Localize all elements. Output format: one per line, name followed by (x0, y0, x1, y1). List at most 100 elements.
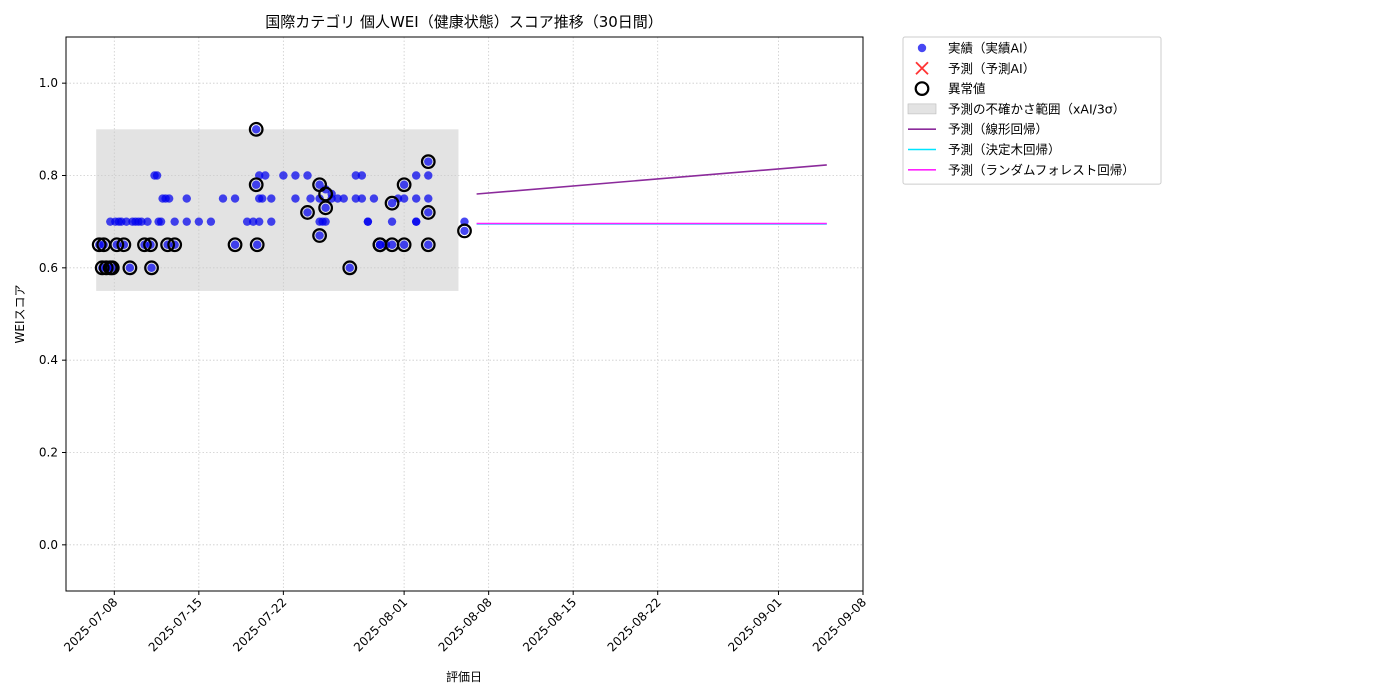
legend-entry-label: 予測（ランダムフォレスト回帰） (948, 162, 1135, 177)
data-point (242, 217, 252, 226)
x-tick-label: 2025-07-15 (146, 595, 205, 654)
legend-entry-label: 実績（実績AI） (948, 41, 1035, 56)
outlier-marker (144, 260, 159, 276)
data-point (460, 226, 469, 236)
legend-entry-label: 予測（予測AI） (948, 61, 1035, 76)
x-tick-label: 2025-09-08 (810, 595, 869, 654)
forecast-line-3 (476, 164, 827, 195)
legend-entry-label: 予測（決定木回帰） (948, 142, 1061, 157)
data-point (258, 194, 267, 203)
outlier-marker (94, 260, 110, 276)
legend-marker-band (907, 103, 937, 115)
legend-entry-label: 予測の不確かさ範囲（xAI/3σ） (948, 101, 1125, 116)
y-tick-label: 0.0 (39, 538, 58, 552)
y-axis-label: WEIスコア (13, 285, 27, 344)
x-tick-label: 2025-08-01 (351, 595, 410, 654)
y-tick-label: 0.2 (39, 446, 58, 460)
data-point (206, 217, 216, 226)
data-point (255, 217, 264, 226)
x-tick-label: 2025-09-01 (725, 595, 784, 654)
data-point (218, 194, 228, 203)
data-point (321, 203, 330, 213)
legend-marker-outlier (914, 81, 930, 96)
outlier-marker (91, 237, 107, 253)
data-point (261, 171, 270, 180)
data-point (315, 194, 324, 203)
outlier-marker (248, 177, 264, 193)
data-point (164, 194, 174, 203)
data-point (147, 263, 156, 273)
x-axis-label: 評価日 (446, 669, 482, 684)
outlier-marker (98, 260, 114, 276)
data-point (327, 194, 336, 203)
outlier-marker (420, 237, 436, 253)
data-point (411, 171, 421, 180)
data-point (424, 240, 433, 249)
outlier-marker (116, 237, 132, 253)
data-point (252, 240, 262, 249)
data-point (424, 194, 433, 203)
data-point (363, 217, 373, 226)
outlier-marker (248, 121, 264, 137)
y-tick-label: 0.4 (39, 353, 58, 367)
data-point (251, 125, 261, 134)
data-point (279, 171, 288, 180)
outlier-marker (160, 237, 176, 253)
data-point (375, 240, 385, 249)
legend-marker-actual (917, 43, 927, 53)
data-point (125, 263, 135, 273)
x-tick-label: 2025-08-15 (520, 595, 579, 654)
outlier-marker (143, 237, 158, 253)
outlier-marker (420, 154, 436, 170)
data-point (387, 199, 397, 208)
y-tick-label: 1.0 (39, 76, 58, 90)
data-point (411, 194, 421, 203)
outlier-marker (312, 228, 327, 243)
legend-entry-label: 異常値 (948, 81, 986, 96)
outlier-marker (104, 260, 120, 276)
outlier-marker (342, 260, 358, 276)
data-point (424, 171, 433, 180)
outlier-marker (249, 237, 265, 253)
data-point (267, 194, 276, 203)
x-tick-label: 2025-08-08 (436, 595, 495, 654)
data-point (170, 217, 179, 226)
data-point (137, 217, 146, 226)
data-point (399, 240, 409, 249)
data-point (411, 217, 421, 226)
data-point (291, 194, 300, 203)
x-tick-label: 2025-07-22 (230, 595, 289, 654)
data-point (303, 171, 312, 180)
outlier-marker (420, 205, 436, 220)
data-point (424, 208, 433, 217)
data-point (345, 263, 354, 273)
outlier-marker (227, 237, 243, 253)
plot-area: 0.0 0.2 0.4 0.6 0.8 1.0 2025-07-08 2025-07-15 20… (39, 36, 869, 654)
data-point (230, 240, 240, 249)
data-point (315, 180, 324, 189)
data-point (315, 231, 324, 240)
outlier-marker (384, 195, 400, 211)
outlier-marker (396, 177, 412, 193)
outlier-marker (109, 237, 125, 253)
data-point (351, 171, 361, 180)
x-tick-label: 2025-07-08 (61, 595, 120, 654)
outlier-marker (457, 223, 472, 239)
data-point (393, 194, 403, 203)
legend-entry-label: 予測（線形回帰） (948, 122, 1048, 137)
data-point (182, 217, 191, 226)
data-point (339, 194, 348, 203)
data-point (248, 217, 258, 226)
data-point (357, 171, 367, 180)
data-point (230, 194, 240, 203)
data-point (357, 194, 367, 203)
data-point (291, 171, 300, 180)
data-point (303, 208, 312, 217)
data-point (321, 217, 330, 226)
data-point (156, 217, 166, 226)
data-point (194, 217, 204, 226)
data-point (460, 217, 469, 226)
data-point (399, 194, 409, 203)
